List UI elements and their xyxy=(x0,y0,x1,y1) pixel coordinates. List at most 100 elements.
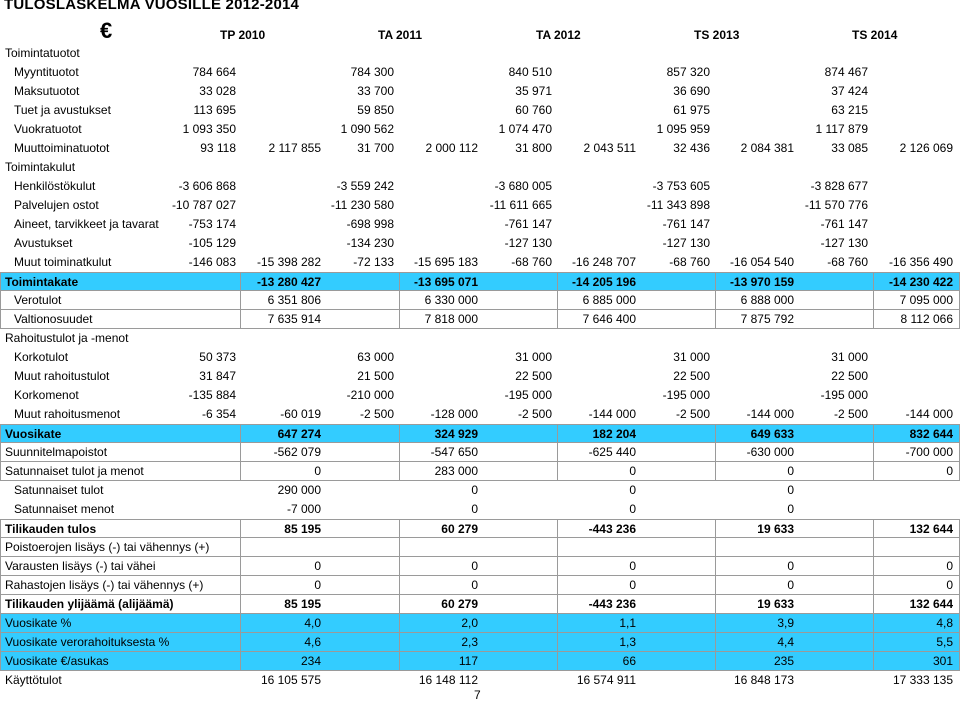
cell-value: 6 885 000 xyxy=(582,293,636,307)
cell-value: 63 000 xyxy=(357,350,394,364)
grid-line xyxy=(0,424,1,481)
row-label: Toimintakate xyxy=(5,275,79,289)
cell-value: 7 875 792 xyxy=(740,312,794,326)
cell-value: 7 095 000 xyxy=(899,293,953,307)
row-label: Muut toiminatkulut xyxy=(14,255,112,269)
cell-value: 235 xyxy=(773,654,794,668)
cell-value: 1 074 470 xyxy=(498,122,552,136)
table-row: Muuttoiminatuotot 93 118 2 117 855 31 700 2 … xyxy=(0,139,960,158)
cell-value: -630 000 xyxy=(746,445,794,459)
row-label: Varausten lisäys (-) tai vähei xyxy=(5,559,156,573)
cell-value: 85 195 xyxy=(284,597,321,611)
cell-value: -195 000 xyxy=(820,388,868,402)
cell-value: 113 695 xyxy=(193,103,237,117)
cell-value: 0 xyxy=(787,559,794,573)
row-label: Myyntituotot xyxy=(14,65,79,79)
row-label: Rahoitustulot ja -menot xyxy=(5,331,129,345)
cell-value: 16 848 173 xyxy=(733,673,794,687)
row-label: Suunnitelmapoistot xyxy=(5,445,108,459)
cell-value: -15 695 183 xyxy=(413,255,478,269)
cell-value: 16 105 575 xyxy=(260,673,321,687)
cell-value: -13 695 071 xyxy=(413,275,478,289)
year-header-tp2010: TP 2010 xyxy=(220,28,266,42)
cell-value: 33 028 xyxy=(199,84,236,98)
cell-value: 19 633 xyxy=(757,522,794,536)
cell-value: 31 847 xyxy=(199,369,236,383)
table-row: Korkotulot 50 373 63 000 31 000 31 000 31 000 xyxy=(0,348,960,367)
cell-value: -13 970 159 xyxy=(729,275,794,289)
cell-value: -210 000 xyxy=(346,388,394,402)
cell-value: -16 356 490 xyxy=(888,255,953,269)
table-row: Varausten lisäys (-) tai vähei 0 0 0 0 0 xyxy=(0,557,960,576)
table-row: Avustukset -105 129 -134 230 -127 130 -127 1… xyxy=(0,234,960,253)
cell-value: 0 xyxy=(314,464,321,478)
cell-value: -2 500 xyxy=(359,407,394,421)
cell-value: 32 436 xyxy=(673,141,710,155)
grid-line xyxy=(715,519,716,671)
cell-value: 0 xyxy=(946,464,953,478)
row-label: Toimintakulut xyxy=(5,160,76,174)
cell-value: -11 611 665 xyxy=(489,198,552,212)
row-label: Tilikauden tulos xyxy=(5,522,97,536)
cell-value: 2 126 069 xyxy=(899,141,953,155)
cell-value: 31 000 xyxy=(515,350,552,364)
cell-value: 33 085 xyxy=(831,141,868,155)
cell-value: 784 300 xyxy=(350,65,394,79)
cell-value: -7 000 xyxy=(286,502,321,516)
table-row: Toimintakulut xyxy=(0,158,960,177)
cell-value: 19 633 xyxy=(757,597,794,611)
table-row: Käyttötulot 16 105 575 16 148 112 16 574 91… xyxy=(0,671,960,690)
grid-line xyxy=(399,519,400,671)
cell-value: -128 000 xyxy=(430,407,478,421)
row-label: Muut rahoitusmenot xyxy=(14,407,121,421)
table-row: Toimintakate -13 280 427 -13 695 071 -14 20… xyxy=(0,272,960,291)
table-row: Vuosikate verorahoituksesta % 4,6 2,3 1,3 4,… xyxy=(0,633,960,652)
cell-value: 63 215 xyxy=(831,103,868,117)
grid-line xyxy=(557,272,558,329)
cell-value: -2 500 xyxy=(675,407,710,421)
cell-value: 0 xyxy=(629,559,636,573)
row-label: Avustukset xyxy=(14,236,73,250)
cell-value: 16 574 911 xyxy=(576,673,636,687)
table-row: Myyntituotot 784 664 784 300 840 510 857 320… xyxy=(0,63,960,82)
grid-line xyxy=(873,424,874,481)
cell-value: 61 975 xyxy=(673,103,710,117)
cell-value: -698 998 xyxy=(346,217,394,231)
cell-value: 35 971 xyxy=(515,84,552,98)
cell-value: -68 760 xyxy=(827,255,868,269)
row-label: Käyttötulot xyxy=(5,673,62,687)
cell-value: -11 343 898 xyxy=(646,198,710,212)
cell-value: -443 236 xyxy=(588,522,636,536)
table-row: Muut toiminatkulut -146 083 -15 398 282 -72… xyxy=(0,253,960,272)
row-label: Muuttoiminatuotot xyxy=(14,141,110,155)
cell-value: -10 787 027 xyxy=(171,198,236,212)
cell-value: -60 019 xyxy=(280,407,321,421)
row-label: Muut rahoitustulot xyxy=(14,369,110,383)
cell-value: -443 236 xyxy=(588,597,636,611)
cell-value: 36 690 xyxy=(673,84,710,98)
page-number: 7 xyxy=(474,688,481,702)
cell-value: 2 000 112 xyxy=(425,141,479,155)
grid-line xyxy=(715,272,716,329)
cell-value: 16 148 112 xyxy=(418,673,478,687)
column-header-row: € TP 2010 TA 2011 TA 2012 TS 2013 TS 201… xyxy=(0,18,960,44)
row-label: Maksutuotot xyxy=(14,84,80,98)
cell-value: -3 559 242 xyxy=(336,179,394,193)
cell-value: 7 646 400 xyxy=(582,312,636,326)
table-row: Henkilöstökulut -3 606 868 -3 559 242 -3 68… xyxy=(0,177,960,196)
cell-value: -135 884 xyxy=(188,388,236,402)
cell-value: 649 633 xyxy=(750,427,794,441)
cell-value: 2,3 xyxy=(461,635,478,649)
cell-value: 840 510 xyxy=(508,65,552,79)
cell-value: 60 279 xyxy=(441,597,478,611)
cell-value: 0 xyxy=(629,502,636,516)
cell-value: 50 373 xyxy=(199,350,236,364)
cell-value: -625 440 xyxy=(588,445,636,459)
cell-value: 290 000 xyxy=(277,483,321,497)
row-label: Satunnaiset tulot ja menot xyxy=(5,464,144,478)
cell-value: 33 700 xyxy=(357,84,394,98)
cell-value: -761 147 xyxy=(662,217,710,231)
row-label: Verotulot xyxy=(14,293,62,307)
cell-value: -144 000 xyxy=(905,407,953,421)
cell-value: -68 760 xyxy=(669,255,710,269)
